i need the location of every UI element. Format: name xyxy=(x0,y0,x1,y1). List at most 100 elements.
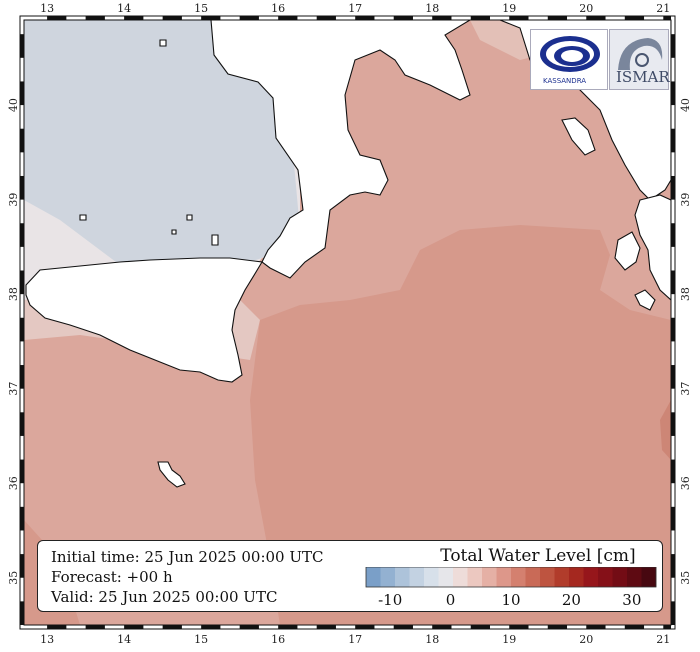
frame-segment xyxy=(124,625,144,629)
frame-segment xyxy=(355,625,375,629)
top-lon-tick-label: 20 xyxy=(579,2,593,15)
frame-segment xyxy=(201,16,221,20)
frame-segment xyxy=(586,625,606,629)
legend-color-segment xyxy=(395,567,410,587)
bottom-lon-tick-label: 15 xyxy=(194,633,208,646)
ismar-logo-text: ISMAR xyxy=(616,68,670,86)
frame-segment xyxy=(162,16,182,20)
greece-west-coast xyxy=(634,194,671,301)
frame-segment xyxy=(671,81,675,106)
legend-color-segment xyxy=(627,567,642,587)
frame-segment xyxy=(470,16,490,20)
forecast-lead-label: Forecast: +00 h xyxy=(51,568,173,586)
frame-segment xyxy=(432,625,452,629)
right-lat-tick-label: 37 xyxy=(679,382,692,396)
sea-high-east xyxy=(660,400,671,460)
bottom-lon-tick-label: 17 xyxy=(348,633,362,646)
ismar-logo: ISMAR xyxy=(609,29,670,90)
right-lat-tick-label: 39 xyxy=(679,193,692,207)
frame-segment xyxy=(20,270,24,295)
frame-segment xyxy=(663,625,671,629)
legend-bar-outline xyxy=(365,567,657,588)
frame-segment xyxy=(316,625,336,629)
frame-segment xyxy=(547,625,568,629)
bottom-lon-tick-label: 20 xyxy=(579,633,593,646)
frame-segment xyxy=(20,175,24,200)
corfu-island xyxy=(561,117,596,156)
frame-segment xyxy=(47,16,67,20)
map-frame xyxy=(19,15,676,630)
frame-segment xyxy=(20,223,24,247)
sicily-island xyxy=(25,257,263,383)
frame-segment xyxy=(509,625,529,629)
legend-color-segment xyxy=(496,567,512,587)
legend-tick-label: 10 xyxy=(501,591,520,609)
legend-color-segment xyxy=(438,567,454,587)
frame-segment xyxy=(393,625,413,629)
frame-segment xyxy=(624,625,645,629)
initial-time-label: Initial time: 25 Jun 2025 00:00 UTC xyxy=(51,548,324,566)
color-legend: -10 0 10 20 30 xyxy=(365,567,657,609)
right-lat-tick-label: 35 xyxy=(679,571,692,585)
frame-segment xyxy=(671,34,675,58)
top-lon-tick-label: 13 xyxy=(40,2,54,15)
frame-segment xyxy=(20,412,24,436)
frame-segment xyxy=(671,317,675,342)
legend-tick-label: 30 xyxy=(622,591,641,609)
legend-color-segment xyxy=(453,567,468,587)
top-lon-tick-label: 16 xyxy=(271,2,285,15)
kefalonia-island xyxy=(614,231,641,271)
frame-segment xyxy=(85,625,105,629)
frame-segment xyxy=(239,16,259,20)
top-lon-tick-label: 14 xyxy=(117,2,131,15)
legend-color-segment xyxy=(424,567,439,587)
frame-segment xyxy=(671,270,675,295)
frame-segment xyxy=(20,317,24,342)
valid-time-label: Valid: 25 Jun 2025 00:00 UTC xyxy=(51,588,278,606)
bottom-lon-tick-label: 13 xyxy=(40,633,54,646)
frame-segment xyxy=(20,365,24,389)
legend-color-segment xyxy=(525,567,541,587)
bottom-lon-tick-label: 18 xyxy=(425,633,439,646)
frame-segment xyxy=(316,16,336,20)
frame-segment xyxy=(20,34,24,58)
legend-color-segment xyxy=(380,567,396,587)
frame-segment xyxy=(20,81,24,106)
legend-color-segment xyxy=(482,567,497,587)
legend-color-segment xyxy=(540,567,555,587)
top-lon-tick-label: 21 xyxy=(656,2,670,15)
frame-segment xyxy=(393,16,413,20)
frame-segment xyxy=(671,412,675,436)
frame-segment xyxy=(624,16,645,20)
frame-segment xyxy=(162,625,182,629)
left-lat-tick-label: 35 xyxy=(7,571,20,585)
kassandra-logo-text: KASSANDRA xyxy=(543,77,587,85)
legend-title: Total Water Level [cm] xyxy=(440,546,636,566)
legend-color-segment xyxy=(641,567,657,587)
legend-color-segment xyxy=(409,567,425,587)
zakynthos-island xyxy=(634,289,656,311)
legend-color-segment xyxy=(598,567,613,587)
legend-tick-label: 20 xyxy=(562,591,581,609)
legend-color-segment xyxy=(583,567,599,587)
aeolian-islet xyxy=(186,214,193,221)
right-lat-tick-label: 40 xyxy=(679,98,692,112)
bottom-lon-tick-label: 21 xyxy=(656,633,670,646)
frame-segment xyxy=(47,625,67,629)
frame-segment xyxy=(355,16,375,20)
legend-tick-label: 0 xyxy=(446,591,456,609)
frame-segment xyxy=(20,554,24,578)
frame-segment xyxy=(671,175,675,200)
italy-mainland xyxy=(210,20,472,279)
frame-segment xyxy=(586,16,606,20)
left-lat-tick-label: 38 xyxy=(7,287,20,301)
right-lat-tick-label: 36 xyxy=(679,476,692,490)
sea-negative-tyrrhenian xyxy=(24,20,300,280)
frame-segment xyxy=(671,554,675,578)
frame-segment xyxy=(663,16,671,20)
frame-segment xyxy=(20,128,24,153)
frame-segment xyxy=(671,365,675,389)
ustica-islet xyxy=(79,214,87,221)
frame-segment xyxy=(85,16,105,20)
forecast-info-panel: Initial time: 25 Jun 2025 00:00 UTC Fore… xyxy=(37,540,663,612)
